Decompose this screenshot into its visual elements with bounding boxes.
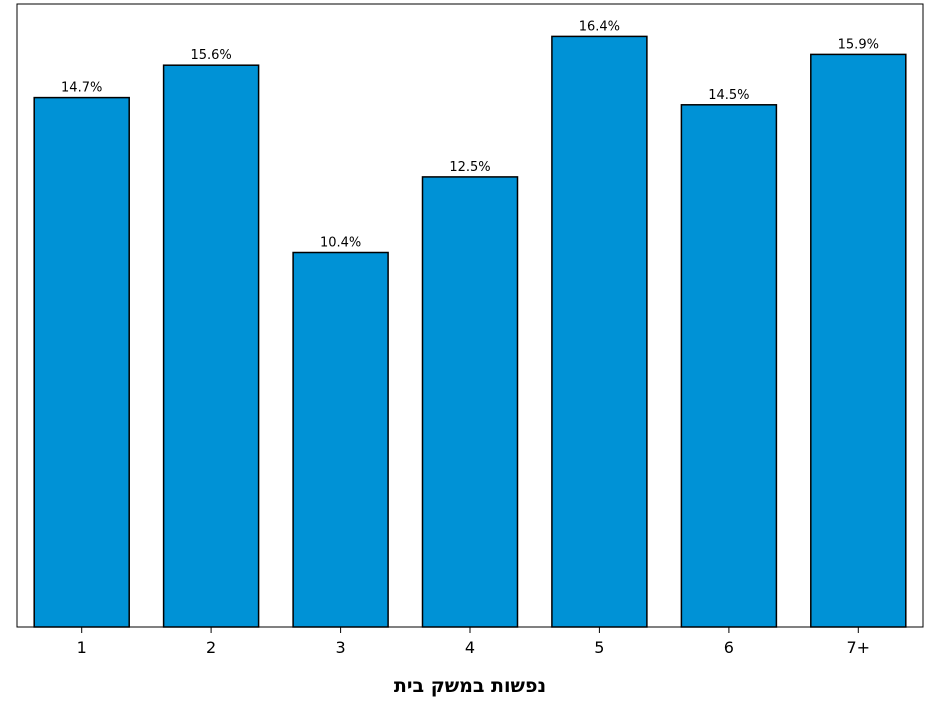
bar-1 — [33, 96, 130, 628]
x-tick-label-7+: 7+ — [847, 638, 871, 657]
data-label-2: 15.6% — [190, 48, 231, 63]
x-axis-tick-labels-group: 1 2 3 4 5 6 7+ — [77, 638, 870, 657]
x-tick-label-3: 3 — [336, 638, 346, 657]
x-tick-label-1: 1 — [77, 638, 87, 657]
x-tick-label-6: 6 — [724, 638, 734, 657]
data-label-6: 14.5% — [708, 88, 749, 103]
x-axis-title: נפשות במשק בית — [394, 675, 546, 697]
data-labels-group: 14.7% 15.6% 10.4% 12.5% 16.4% 14.5% 15.9% — [61, 19, 879, 250]
bar-3 — [292, 251, 389, 628]
data-label-4: 12.5% — [449, 160, 490, 175]
data-label-1: 14.7% — [61, 81, 102, 96]
x-tick-label-2: 2 — [206, 638, 216, 657]
data-label-7+: 15.9% — [838, 37, 879, 52]
bar-2 — [162, 64, 260, 628]
x-axis-ticks-group — [81, 627, 859, 633]
x-tick-label-4: 4 — [465, 638, 475, 657]
data-label-5: 16.4% — [579, 19, 620, 34]
bar-4 — [421, 176, 519, 628]
data-label-3: 10.4% — [320, 236, 361, 251]
x-tick-label-5: 5 — [594, 638, 604, 657]
bar-7+ — [810, 53, 907, 628]
bars-group — [33, 35, 907, 628]
bar-5 — [551, 35, 648, 628]
bar-6 — [680, 104, 778, 628]
